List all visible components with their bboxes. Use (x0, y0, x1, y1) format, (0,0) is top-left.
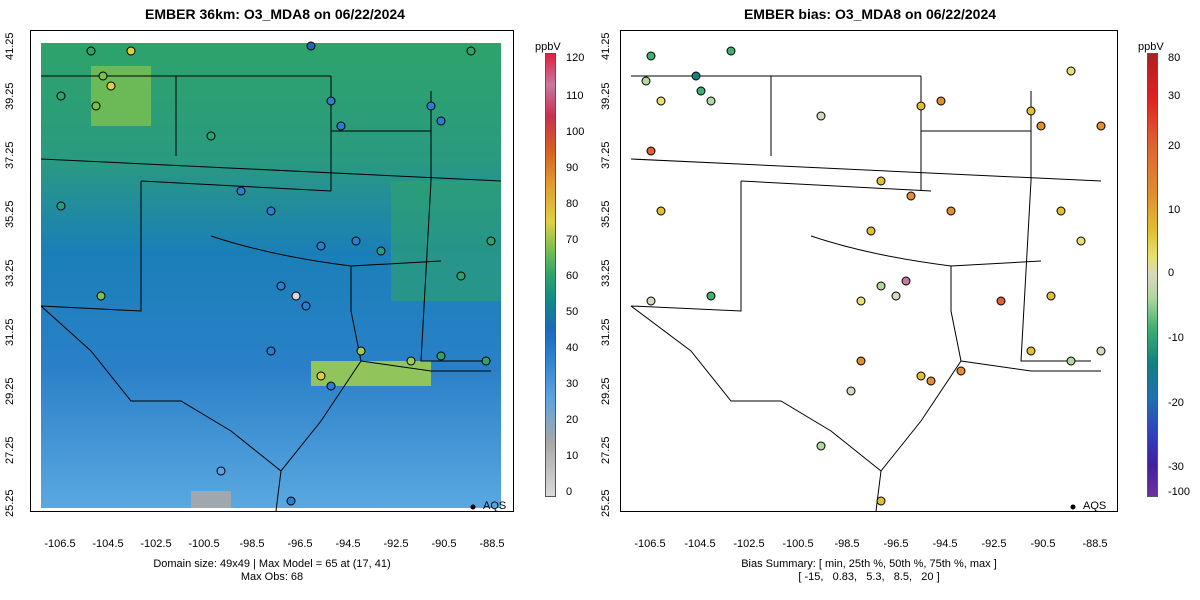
left-x-tick: -98.5 (239, 538, 265, 550)
left-footer-line1: Domain size: 49x49 | Max Model = 65 at (… (153, 558, 391, 570)
left-y-tick: 39.25 (4, 82, 16, 110)
left-y-tick: 29.25 (4, 377, 16, 405)
right-y-tick: 37.25 (600, 141, 612, 169)
right-cb-tick: 20 (1168, 140, 1181, 152)
aqs-legend-marker (1070, 504, 1076, 510)
left-x-tick: -96.5 (287, 538, 313, 550)
left-cb-tick: 70 (566, 234, 579, 246)
right-map: AQS (620, 30, 1118, 512)
right-cb-tick: 80 (1168, 52, 1181, 64)
left-cb-tick: 50 (566, 306, 579, 318)
left-y-tick: 41.25 (4, 32, 16, 60)
model-east (391, 181, 501, 301)
right-x-tick: -98.5 (834, 538, 860, 550)
left-x-tick: -104.5 (92, 538, 124, 550)
right-x-tick: -88.5 (1082, 538, 1108, 550)
left-cb-tick: 60 (566, 270, 579, 282)
left-cb-tick: 110 (566, 90, 584, 102)
right-x-tick: -104.5 (684, 538, 716, 550)
left-x-tick: -94.5 (335, 538, 361, 550)
left-y-tick: 31.25 (4, 318, 16, 346)
left-y-tick: 33.25 (4, 259, 16, 287)
left-x-tick: -92.5 (383, 538, 409, 550)
right-cb-tick: -30 (1168, 461, 1184, 473)
left-colorbar (545, 53, 556, 497)
left-cb-tick: 0 (566, 486, 573, 498)
left-legend-label: AQS (483, 500, 507, 512)
left-y-tick: 35.25 (4, 200, 16, 228)
right-x-tick: -90.5 (1030, 538, 1056, 550)
left-map-canvas (40, 41, 502, 511)
left-panel-title: EMBER 36km: O3_MDA8 on 06/22/2024 (145, 6, 405, 22)
left-footer-line2: Max Obs: 68 (240, 571, 304, 583)
left-y-tick: 37.25 (4, 141, 16, 169)
right-cb-tick: 10 (1168, 204, 1181, 216)
right-x-tick: -92.5 (981, 538, 1007, 550)
left-colorbar-unit: ppbV (535, 41, 561, 53)
left-cb-tick: 90 (566, 162, 579, 174)
right-y-tick: 35.25 (600, 200, 612, 228)
left-cb-tick: 10 (566, 450, 579, 462)
model-low-south (191, 491, 231, 508)
right-map-canvas (630, 46, 1106, 511)
right-legend-label: AQS (1083, 500, 1107, 512)
right-panel-title: EMBER bias: O3_MDA8 on 06/22/2024 (743, 6, 997, 22)
aqs-sites (56, 41, 496, 506)
left-cb-tick: 80 (566, 198, 579, 210)
left-map: AQS (30, 30, 514, 512)
right-cb-tick: 30 (1168, 90, 1181, 102)
right-colorbar-unit: ppbV (1138, 41, 1164, 53)
right-y-tick: 25.25 (600, 489, 612, 517)
right-footer: Bias Summary: [ min, 25th %, 50th %, 75t… (620, 558, 1118, 584)
left-footer: Domain size: 49x49 | Max Model = 65 at (… (30, 558, 514, 584)
left-cb-tick: 120 (566, 52, 585, 64)
left-cb-tick: 40 (566, 342, 579, 354)
left-x-tick: -100.5 (188, 538, 220, 550)
right-x-tick: -102.5 (733, 538, 765, 550)
left-y-tick: 27.25 (4, 436, 16, 464)
right-cb-tick: -100 (1168, 486, 1191, 498)
right-x-tick: -100.5 (782, 538, 814, 550)
left-x-tick: -102.5 (140, 538, 172, 550)
left-cb-tick: 20 (566, 414, 579, 426)
state-boundaries (630, 75, 1102, 511)
right-x-tick: -96.5 (883, 538, 909, 550)
right-cb-tick: -10 (1168, 332, 1184, 344)
left-cb-tick: 30 (566, 378, 579, 390)
right-colorbar (1147, 53, 1158, 497)
right-y-tick: 29.25 (600, 377, 612, 405)
right-cb-tick: 0 (1168, 267, 1175, 279)
left-cb-tick: 100 (566, 126, 585, 138)
left-x-tick: -88.5 (479, 538, 505, 550)
right-footer-line2: [ -15, 0.83, 5.3, 8.5, 20 ] (798, 571, 940, 583)
left-x-tick: -90.5 (431, 538, 457, 550)
aqs-legend-marker (470, 504, 476, 510)
right-y-tick: 41.25 (600, 32, 612, 60)
state-boundaries (40, 75, 502, 511)
right-y-tick: 39.25 (600, 82, 612, 110)
right-footer-line1: Bias Summary: [ min, 25th %, 50th %, 75t… (741, 558, 997, 570)
right-y-tick: 33.25 (600, 259, 612, 287)
right-cb-tick: -20 (1168, 397, 1184, 409)
right-x-tick: -94.5 (932, 538, 958, 550)
bias-sites (641, 46, 1106, 506)
left-x-tick: -106.5 (44, 538, 76, 550)
left-y-tick: 25.25 (4, 489, 16, 517)
right-y-tick: 31.25 (600, 318, 612, 346)
right-y-tick: 27.25 (600, 436, 612, 464)
right-x-tick: -106.5 (634, 538, 666, 550)
